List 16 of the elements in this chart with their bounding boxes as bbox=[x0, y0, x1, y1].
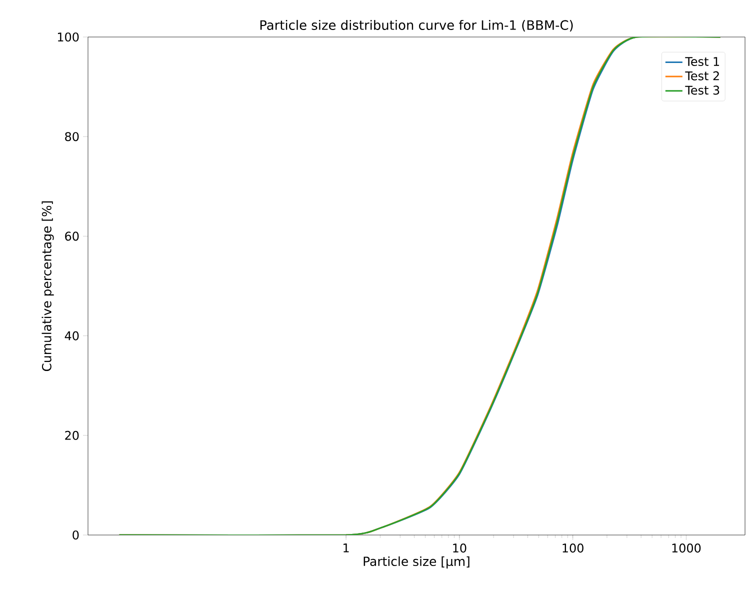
chart-title: Particle size distribution curve for Lim-1 (BBM-C) bbox=[260, 20, 573, 32]
x-tick-label: 1000 bbox=[672, 544, 701, 553]
y-tick-label: 20 bbox=[65, 430, 79, 440]
y-tick-label: 0 bbox=[72, 530, 79, 540]
x-tick-label: 100 bbox=[562, 544, 584, 553]
x-axis-title: Particle size [µm] bbox=[364, 556, 470, 568]
legend-label: Test 3 bbox=[685, 86, 720, 95]
y-axis-title: Cumulative percentage [%] bbox=[42, 201, 54, 372]
x-tick-label: 10 bbox=[453, 544, 466, 553]
y-tick-label: 100 bbox=[58, 32, 79, 42]
y-tick-label: 80 bbox=[65, 132, 79, 142]
legend-label: Test 1 bbox=[685, 57, 719, 66]
y-tick-label: 60 bbox=[65, 232, 79, 241]
x-tick-label: 1 bbox=[344, 544, 349, 552]
y-tick-label: 40 bbox=[64, 331, 79, 340]
legend-label: Test 2 bbox=[685, 71, 719, 80]
